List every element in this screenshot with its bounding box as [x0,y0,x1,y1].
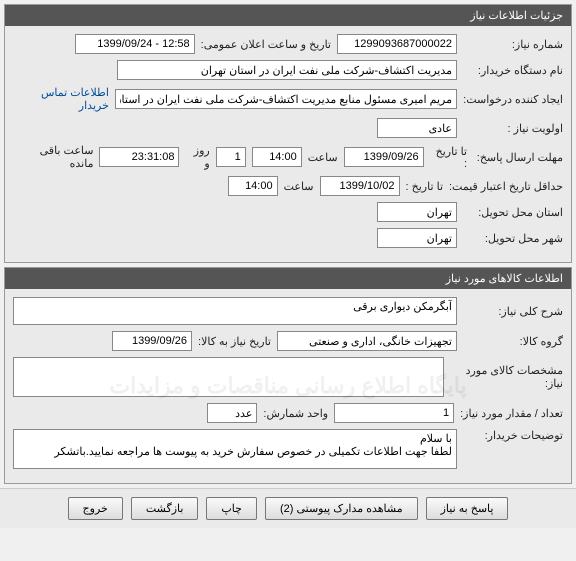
need-date-input[interactable] [112,331,192,351]
min-validity-label: حداقل تاریخ اعتبار قیمت: [449,180,563,193]
need-number-label: شماره نیاز: [463,38,563,51]
priority-label: اولویت نیاز : [463,122,563,135]
validity-hour-input[interactable] [228,176,278,196]
delivery-city-label: شهر محل تحویل: [463,232,563,245]
requester-input[interactable] [115,89,457,109]
public-announce-label: تاریخ و ساعت اعلان عمومی: [201,38,331,51]
respond-button[interactable]: پاسخ به نیاز [426,497,509,520]
day-and-label: روز و [185,144,209,170]
priority-input[interactable] [377,118,457,138]
need-title-label: شرح کلی نیاز: [463,305,563,318]
need-details-panel: جزئیات اطلاعات نیاز شماره نیاز: تاریخ و … [4,4,572,263]
goods-info-header: اطلاعات کالاهای مورد نیاز [5,268,571,289]
need-details-header: جزئیات اطلاعات نیاز [5,5,571,26]
exit-button[interactable]: خروج [68,497,123,520]
back-button[interactable]: بازگشت [131,497,199,520]
remaining-label: ساعت باقی مانده [13,144,93,170]
goods-group-label: گروه کالا: [463,335,563,348]
goods-info-body: پایگاه اطلاع رسانی مناقصات و مزایدات شرح… [5,289,571,483]
buyer-org-label: نام دستگاه خریدار: [463,64,563,77]
deadline-hour-input[interactable] [252,147,302,167]
goods-spec-input[interactable] [13,357,444,397]
validity-to-date-label: تا تاریخ : [406,180,443,193]
goods-spec-label: مشخصات کالای مورد نیاز: [450,364,563,390]
buyer-org-input[interactable] [117,60,457,80]
public-announce-input[interactable] [75,34,195,54]
deadline-hour-label: ساعت [308,151,338,164]
need-title-input[interactable] [13,297,457,325]
delivery-province-input[interactable] [377,202,457,222]
quantity-input[interactable] [334,403,454,423]
buyer-notes-label: توضیحات خریدار: [463,429,563,442]
need-number-input[interactable] [337,34,457,54]
quantity-label: تعداد / مقدار مورد نیاز: [460,407,563,420]
need-details-body: شماره نیاز: تاریخ و ساعت اعلان عمومی: نا… [5,26,571,262]
attachments-button[interactable]: مشاهده مدارک پیوستی (2) [265,497,418,520]
hours-remaining-input[interactable] [99,147,179,167]
response-deadline-label: مهلت ارسال پاسخ: [473,151,563,164]
delivery-city-input[interactable] [377,228,457,248]
unit-input[interactable] [207,403,257,423]
validity-date-input[interactable] [320,176,400,196]
print-button[interactable]: چاپ [206,497,257,520]
delivery-province-label: استان محل تحویل: [463,206,563,219]
validity-hour-label: ساعت [284,180,314,193]
goods-info-panel: اطلاعات کالاهای مورد نیاز پایگاه اطلاع ر… [4,267,572,484]
buyer-contact-link[interactable]: اطلاعات تماس خریدار [13,86,109,112]
goods-group-input[interactable] [277,331,457,351]
deadline-to-date-label: تا تاریخ : [430,145,467,170]
need-date-label: تاریخ نیاز به کالا: [198,335,271,348]
action-button-bar: پاسخ به نیاز مشاهده مدارک پیوستی (2) چاپ… [0,488,576,528]
days-remaining-input[interactable] [216,147,246,167]
buyer-notes-input[interactable] [13,429,457,469]
unit-label: واحد شمارش: [263,407,328,420]
deadline-date-input[interactable] [344,147,424,167]
requester-label: ایجاد کننده درخواست: [463,93,563,106]
